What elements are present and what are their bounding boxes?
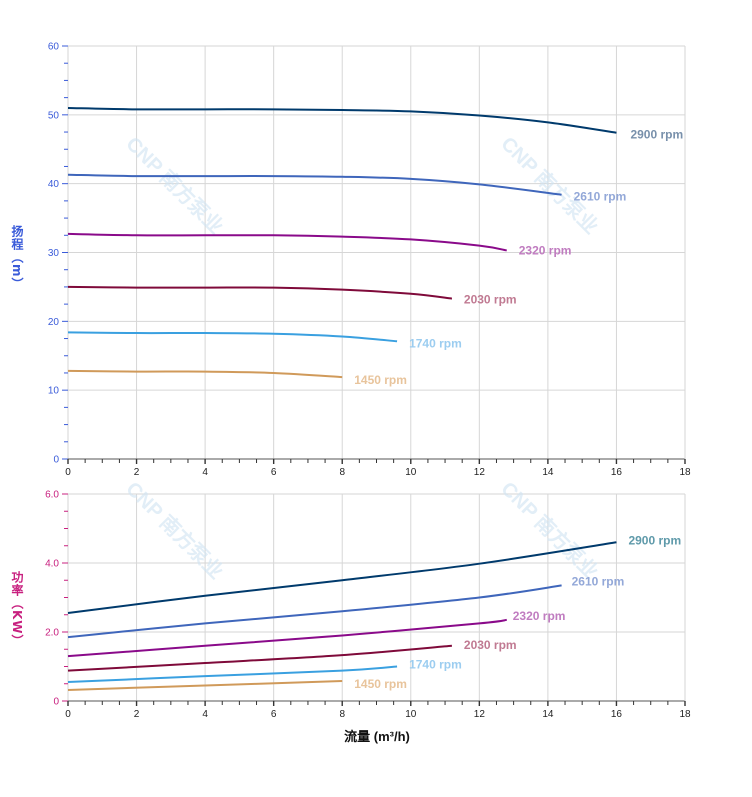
y-tick-label: 60	[48, 42, 60, 53]
series-line-2610-rpm	[67, 173, 562, 196]
series-label: 2900 rpm	[628, 533, 681, 547]
watermark-logo: CNP 南方泵业	[496, 477, 603, 584]
series-label: 2610 rpm	[574, 190, 627, 204]
series-line-1450-rpm	[67, 369, 343, 379]
y-tick-label: 50	[48, 110, 60, 121]
x-tick-label: 18	[679, 467, 691, 478]
series-label: 2030 rpm	[464, 293, 517, 307]
x-tick-label: 14	[542, 709, 554, 720]
series-label: 2320 rpm	[513, 609, 566, 623]
y-tick-label: 10	[48, 386, 60, 397]
x-tick-label: 16	[611, 709, 623, 720]
series-line-2030-rpm	[67, 644, 452, 672]
series-label: 1740 rpm	[409, 336, 462, 350]
series-label: 2900 rpm	[630, 128, 683, 142]
y-tick-label: 2.0	[45, 628, 59, 639]
x-tick-label: 10	[405, 709, 417, 720]
x-tick-label: 0	[65, 467, 71, 478]
series-line-1450-rpm	[67, 679, 343, 691]
x-tick-label: 8	[339, 467, 345, 478]
series-line-2900-rpm	[67, 541, 617, 615]
watermark-logo: CNP 南方泵业	[121, 132, 228, 239]
x-axis-label: 流量 (m³/h)	[344, 729, 410, 744]
x-tick-label: 16	[611, 467, 623, 478]
y-axis-label-head: 扬程（m）	[10, 225, 24, 291]
x-tick-label: 4	[202, 467, 208, 478]
y-tick-label: 6.0	[45, 490, 59, 501]
series-label: 2320 rpm	[519, 243, 572, 257]
x-tick-label: 4	[202, 709, 208, 720]
x-tick-label: 12	[474, 467, 486, 478]
plot-panel-power: 0 2.0 4.0 6.0 0 2 4 6 8 10 12 14 16 18 流量 (m³/h) CNP 南方…	[45, 477, 691, 744]
x-tick-label: 6	[271, 467, 277, 478]
series-line-2320-rpm	[67, 232, 507, 252]
y-tick-label: 40	[48, 179, 60, 190]
plot-panel-head: 0 10 20 30 40 50 60 0 2 4 6 8 10 12 14 16 18 CNP 南方泵业 CNP …	[48, 42, 691, 479]
x-tick-label: 10	[405, 467, 417, 478]
y-tick-label: 30	[48, 248, 60, 259]
series-line-2030-rpm	[67, 285, 453, 300]
series-line-1740-rpm	[67, 331, 398, 343]
series-label: 1450 rpm	[354, 677, 407, 691]
x-tick-label: 12	[474, 709, 486, 720]
y-tick-label: 20	[48, 317, 60, 328]
series-line-2900-rpm	[67, 106, 617, 134]
y-tick-label: 0	[53, 697, 59, 708]
x-tick-label: 2	[134, 709, 140, 720]
watermark-logo: CNP 南方泵业	[496, 132, 603, 239]
x-tick-label: 14	[542, 467, 554, 478]
series-line-2610-rpm	[67, 584, 562, 639]
watermark-logo: CNP 南方泵业	[121, 477, 228, 584]
y-tick-label: 0	[53, 455, 59, 466]
series-label: 1450 rpm	[354, 373, 407, 387]
x-tick-label: 6	[271, 709, 277, 720]
x-tick-label: 2	[134, 467, 140, 478]
x-tick-label: 18	[679, 709, 691, 720]
x-tick-label: 8	[339, 709, 345, 720]
y-axis-label-power: 功率（KW）	[10, 571, 24, 648]
series-line-2320-rpm	[67, 618, 507, 658]
series-label: 2030 rpm	[464, 638, 517, 652]
series-label: 2610 rpm	[572, 574, 625, 588]
y-tick-label: 4.0	[45, 559, 59, 570]
x-tick-label: 0	[65, 709, 71, 720]
series-line-1740-rpm	[67, 665, 398, 684]
series-label: 1740 rpm	[409, 658, 462, 672]
